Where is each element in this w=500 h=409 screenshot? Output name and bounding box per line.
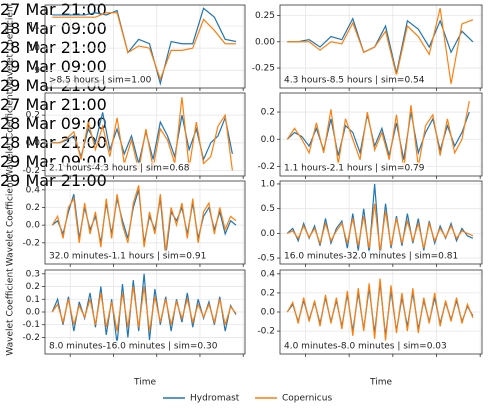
- panel-frame: [44, 180, 246, 265]
- panel-label-box: [47, 250, 209, 263]
- y-tick-label: 0.0: [26, 221, 41, 231]
- x-tick-label: 29 Mar 09:00: [0, 57, 107, 76]
- y-tick-label: 1.0: [261, 179, 276, 189]
- data-line: [52, 7, 237, 86]
- panel-frame: [44, 92, 246, 177]
- panel-label: 4.0 minutes-8.0 minutes | sim=0.03: [284, 342, 447, 352]
- data-line: [52, 97, 233, 171]
- y-tick-label: -0.25: [252, 64, 275, 74]
- panel-label-box: [282, 74, 427, 87]
- panel-label-box: [282, 340, 449, 353]
- x-axis-label: Time: [369, 378, 392, 388]
- y-tick-label: 0.00: [255, 37, 275, 47]
- y-tick-label: 0.4: [26, 185, 41, 195]
- x-tick-label: 27 Mar 21:00: [0, 95, 107, 114]
- x-tick-label: 28 Mar 09:00: [0, 19, 107, 38]
- panel-frame: [44, 4, 246, 89]
- panel-label: 8.0 minutes-16.0 minutes | sim=0.30: [49, 342, 218, 352]
- data-line: [286, 101, 470, 170]
- y-tick-label: 0.2: [261, 108, 275, 118]
- y-tick-label: 9: [34, 66, 40, 76]
- y-tick-label: -0.1: [22, 320, 40, 330]
- data-line: [52, 12, 236, 81]
- panel-label-box: [282, 250, 461, 263]
- y-tick-label: 0.2: [26, 111, 40, 121]
- y-tick-label: 0.3: [26, 269, 40, 279]
- panel-frame: [44, 269, 246, 355]
- panel-frame: [279, 180, 483, 265]
- x-tick-label: 28 Mar 09:00: [0, 114, 107, 133]
- y-axis-label: Wavelet Coefficient: [6, 268, 16, 356]
- data-line: [51, 185, 237, 252]
- panel-label: 2.1 hours-4.3 hours | sim=0.68: [49, 164, 190, 174]
- y-tick-label: 0.2: [26, 203, 40, 213]
- panel-label-box: [282, 162, 427, 175]
- legend-label: Copernicus: [282, 394, 332, 404]
- y-tick-label: 0.4: [261, 269, 276, 279]
- panel-label: 32.0 minutes-1.1 hours | sim=0.91: [49, 252, 206, 262]
- y-tick-label: 0.1: [26, 295, 40, 305]
- y-tick-label: -0.2: [257, 327, 275, 337]
- y-tick-label: 0.0: [261, 308, 276, 318]
- y-tick-label: -0.5: [257, 254, 275, 264]
- panel-label-box: [47, 74, 154, 87]
- y-axis-label: Wavelet Coefficient: [6, 90, 16, 178]
- data-line: [286, 111, 470, 160]
- panel-frame: [279, 4, 483, 89]
- x-axis-label: Time: [133, 378, 156, 388]
- data-line: [286, 183, 474, 256]
- y-tick-label: -0.2: [257, 162, 275, 172]
- y-tick-label: 0.0: [261, 229, 276, 239]
- x-tick-label: 28 Mar 21:00: [0, 38, 107, 57]
- y-tick-label: 11: [29, 22, 40, 32]
- panel-label-box: [47, 340, 220, 353]
- data-line: [286, 278, 474, 341]
- y-tick-label: -0.2: [22, 238, 40, 248]
- y-tick-label: 0.2: [26, 282, 40, 292]
- data-line: [287, 17, 474, 74]
- data-line: [287, 8, 474, 84]
- y-tick-label: 0.0: [26, 308, 41, 318]
- y-tick-label: -0.2: [22, 166, 40, 176]
- panel-label: 4.3 hours-8.5 hours | sim=0.54: [284, 76, 425, 86]
- y-tick-label: 0.0: [261, 135, 276, 145]
- panel-frame: [279, 92, 483, 177]
- y-axis-label: Wavelet Coefficient: [6, 178, 16, 266]
- y-tick-label: 0.0: [26, 138, 41, 148]
- y-tick-label: 0.5: [261, 204, 275, 214]
- panel-label-box: [47, 162, 192, 175]
- panel-label: 16.0 minutes-32.0 minutes | sim=0.81: [284, 252, 458, 262]
- y-axis-label: Wavelet Coefficient: [6, 2, 16, 90]
- panel-frame: [279, 269, 483, 355]
- data-line: [51, 286, 237, 332]
- data-line: [286, 283, 474, 336]
- y-tick-label: 10: [29, 44, 41, 54]
- y-tick-label: 0.25: [255, 11, 275, 21]
- data-line: [52, 112, 233, 164]
- y-tick-label: -0.2: [22, 333, 40, 343]
- y-tick-label: 0.2: [261, 288, 275, 298]
- panel-label: 1.1 hours-2.1 hours | sim=0.79: [284, 164, 425, 174]
- legend-label: Hydromast: [190, 394, 240, 404]
- data-line: [51, 273, 237, 344]
- panel-label: >8.5 hours | sim=1.00: [49, 76, 152, 86]
